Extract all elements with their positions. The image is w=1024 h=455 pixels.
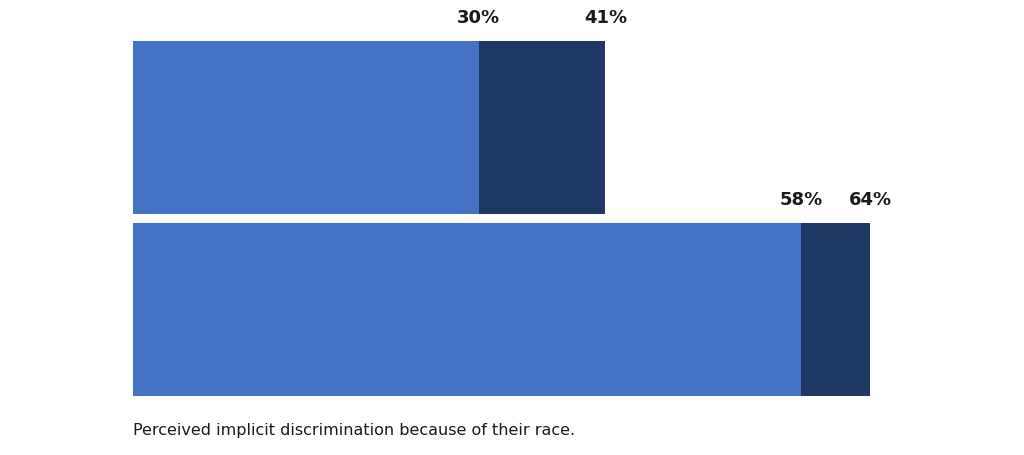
- Text: 2022: 2022: [563, 121, 597, 134]
- Text: Perceived implicit discrimination because of their race.: Perceived implicit discrimination becaus…: [133, 423, 575, 438]
- Text: 41%: 41%: [584, 9, 627, 27]
- Text: 2022: 2022: [828, 303, 862, 316]
- Text: Perceived overt discrimination because of their race.: Perceived overt discrimination because o…: [133, 241, 558, 256]
- Text: 30%: 30%: [457, 9, 501, 27]
- Text: 64%: 64%: [849, 191, 892, 209]
- Text: 2016: 2016: [758, 303, 791, 316]
- Text: 58%: 58%: [779, 191, 823, 209]
- Text: 2016: 2016: [435, 121, 468, 134]
